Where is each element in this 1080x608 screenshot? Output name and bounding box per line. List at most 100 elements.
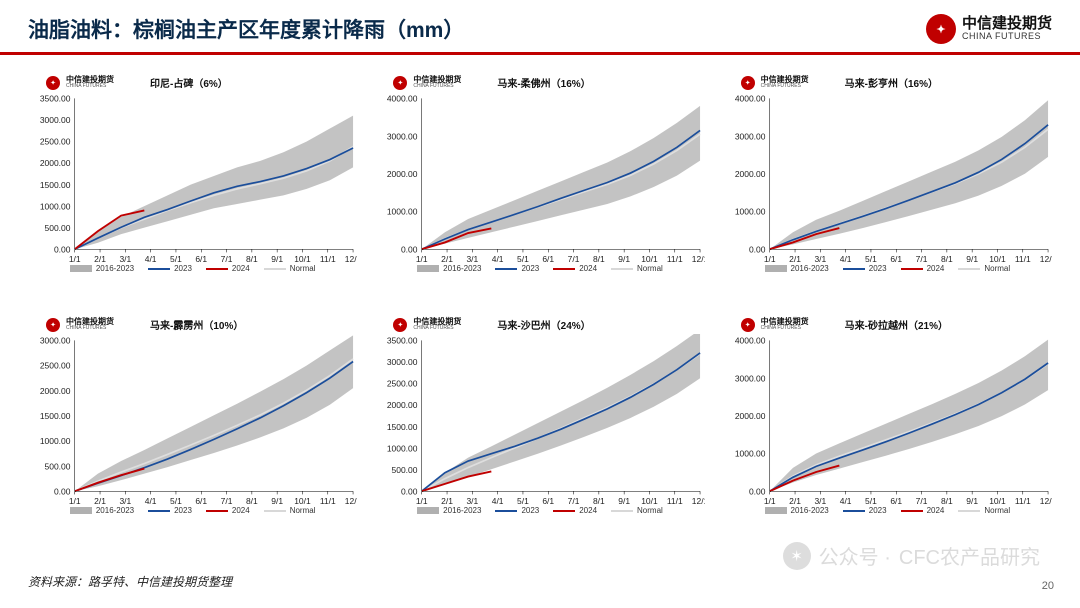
svg-text:12/1: 12/1 bbox=[692, 254, 705, 264]
svg-text:2500.00: 2500.00 bbox=[40, 361, 71, 371]
data-source-note: 资料来源：路孚特、中信建投期货整理 bbox=[28, 573, 232, 590]
svg-text:7/1: 7/1 bbox=[915, 254, 927, 264]
svg-text:8/1: 8/1 bbox=[941, 254, 953, 264]
svg-text:12/1: 12/1 bbox=[345, 254, 358, 264]
watermark-text: CFC农产品研究 bbox=[899, 541, 1040, 570]
svg-text:2000.00: 2000.00 bbox=[734, 411, 765, 421]
chart-panel-3: ✦ 中信建投期货 CHINA FUTURES 马来-霹雳州（10%） 0.005… bbox=[28, 317, 357, 549]
panel-title: 马来-彭亨州（16%） bbox=[845, 75, 938, 90]
brand-logo: ✦ 中信建投期货 CHINA FUTURES bbox=[926, 14, 1052, 44]
svg-text:1500.00: 1500.00 bbox=[40, 180, 71, 190]
svg-text:500.00: 500.00 bbox=[45, 461, 71, 471]
svg-text:2/1: 2/1 bbox=[441, 496, 453, 506]
svg-text:7/1: 7/1 bbox=[221, 496, 233, 506]
wechat-icon: ✶ bbox=[783, 542, 811, 570]
svg-text:1000.00: 1000.00 bbox=[40, 201, 71, 211]
panel-title: 马来-柔佛州（16%） bbox=[497, 75, 590, 90]
svg-text:5/1: 5/1 bbox=[517, 496, 529, 506]
svg-text:10/1: 10/1 bbox=[642, 496, 659, 506]
svg-text:3000.00: 3000.00 bbox=[40, 336, 71, 346]
svg-text:0.00: 0.00 bbox=[401, 486, 418, 496]
svg-text:3/1: 3/1 bbox=[814, 254, 826, 264]
svg-text:7/1: 7/1 bbox=[915, 496, 927, 506]
svg-text:2/1: 2/1 bbox=[94, 496, 106, 506]
chart-panel-0: ✦ 中信建投期货 CHINA FUTURES 印尼-占碑（6%） 0.00500… bbox=[28, 75, 357, 307]
svg-text:2000.00: 2000.00 bbox=[734, 169, 765, 179]
svg-text:9/1: 9/1 bbox=[619, 496, 631, 506]
svg-text:10/1: 10/1 bbox=[989, 496, 1006, 506]
svg-text:5/1: 5/1 bbox=[865, 254, 877, 264]
svg-text:3500.00: 3500.00 bbox=[387, 336, 418, 346]
svg-text:6/1: 6/1 bbox=[890, 254, 902, 264]
svg-text:2/1: 2/1 bbox=[94, 254, 106, 264]
svg-text:1000.00: 1000.00 bbox=[387, 207, 418, 217]
svg-text:3000.00: 3000.00 bbox=[40, 115, 71, 125]
svg-text:1/1: 1/1 bbox=[69, 496, 81, 506]
svg-text:4/1: 4/1 bbox=[145, 496, 157, 506]
svg-text:12/1: 12/1 bbox=[692, 496, 705, 506]
svg-text:10/1: 10/1 bbox=[642, 254, 659, 264]
svg-text:7/1: 7/1 bbox=[568, 496, 580, 506]
mini-logo-en: CHINA FUTURES bbox=[66, 84, 114, 89]
svg-text:4/1: 4/1 bbox=[492, 496, 504, 506]
mini-logo-icon: ✦ bbox=[741, 318, 755, 332]
svg-text:2/1: 2/1 bbox=[789, 496, 801, 506]
chart-panel-2: ✦ 中信建投期货 CHINA FUTURES 马来-彭亨州（16%） 0.001… bbox=[723, 75, 1052, 307]
line-chart: 0.001000.002000.003000.004000.001/12/13/… bbox=[375, 92, 704, 273]
svg-text:3000.00: 3000.00 bbox=[734, 373, 765, 383]
svg-text:1/1: 1/1 bbox=[416, 496, 428, 506]
svg-text:11/1: 11/1 bbox=[1014, 496, 1030, 506]
svg-text:12/1: 12/1 bbox=[345, 496, 358, 506]
svg-text:1000.00: 1000.00 bbox=[40, 436, 71, 446]
svg-text:1000.00: 1000.00 bbox=[734, 207, 765, 217]
svg-text:4/1: 4/1 bbox=[145, 254, 157, 264]
chart-panel-5: ✦ 中信建投期货 CHINA FUTURES 马来-砂拉越州（21%） 0.00… bbox=[723, 317, 1052, 549]
charts-grid: ✦ 中信建投期货 CHINA FUTURES 印尼-占碑（6%） 0.00500… bbox=[0, 55, 1080, 555]
svg-text:0.00: 0.00 bbox=[749, 486, 766, 496]
svg-text:8/1: 8/1 bbox=[593, 496, 605, 506]
line-chart: 0.001000.002000.003000.004000.001/12/13/… bbox=[723, 334, 1052, 515]
svg-text:9/1: 9/1 bbox=[619, 254, 631, 264]
svg-text:11/1: 11/1 bbox=[667, 496, 683, 506]
svg-text:9/1: 9/1 bbox=[271, 496, 283, 506]
chart-panel-1: ✦ 中信建投期货 CHINA FUTURES 马来-柔佛州（16%） 0.001… bbox=[375, 75, 704, 307]
chart-panel-4: ✦ 中信建投期货 CHINA FUTURES 马来-沙巴州（24%） 0.005… bbox=[375, 317, 704, 549]
mini-logo-icon: ✦ bbox=[393, 318, 407, 332]
svg-text:9/1: 9/1 bbox=[966, 496, 978, 506]
svg-text:11/1: 11/1 bbox=[320, 496, 336, 506]
svg-text:3000.00: 3000.00 bbox=[387, 131, 418, 141]
watermark: ✶ 公众号 · CFC农产品研究 bbox=[783, 541, 1040, 570]
page-title: 油脂油料：棕榈油主产区年度累计降雨（mm） bbox=[28, 14, 464, 44]
svg-text:6/1: 6/1 bbox=[543, 254, 555, 264]
svg-text:0.00: 0.00 bbox=[54, 486, 71, 496]
svg-text:5/1: 5/1 bbox=[865, 496, 877, 506]
svg-text:5/1: 5/1 bbox=[170, 496, 182, 506]
svg-text:2000.00: 2000.00 bbox=[387, 169, 418, 179]
svg-text:5/1: 5/1 bbox=[170, 254, 182, 264]
mini-logo-icon: ✦ bbox=[393, 76, 407, 90]
mini-logo-en: CHINA FUTURES bbox=[413, 84, 461, 89]
svg-text:6/1: 6/1 bbox=[543, 496, 555, 506]
svg-text:3/1: 3/1 bbox=[467, 496, 479, 506]
page-number: 20 bbox=[1042, 580, 1054, 592]
svg-text:0.00: 0.00 bbox=[401, 244, 418, 254]
svg-text:11/1: 11/1 bbox=[320, 254, 336, 264]
svg-text:2/1: 2/1 bbox=[441, 254, 453, 264]
panel-title: 印尼-占碑（6%） bbox=[150, 75, 228, 90]
svg-text:7/1: 7/1 bbox=[221, 254, 233, 264]
svg-text:3/1: 3/1 bbox=[814, 496, 826, 506]
svg-text:5/1: 5/1 bbox=[517, 254, 529, 264]
svg-text:4/1: 4/1 bbox=[839, 254, 851, 264]
line-chart: 0.00500.001000.001500.002000.002500.0030… bbox=[28, 334, 357, 515]
svg-text:3/1: 3/1 bbox=[119, 254, 131, 264]
svg-text:0.00: 0.00 bbox=[54, 244, 71, 254]
mini-logo-icon: ✦ bbox=[46, 318, 60, 332]
svg-text:8/1: 8/1 bbox=[246, 496, 258, 506]
svg-text:3500.00: 3500.00 bbox=[40, 94, 71, 104]
svg-text:1/1: 1/1 bbox=[763, 496, 775, 506]
svg-text:4000.00: 4000.00 bbox=[387, 94, 418, 104]
svg-text:7/1: 7/1 bbox=[568, 254, 580, 264]
svg-text:4000.00: 4000.00 bbox=[734, 336, 765, 346]
svg-text:1/1: 1/1 bbox=[416, 254, 428, 264]
mini-logo-icon: ✦ bbox=[46, 76, 60, 90]
